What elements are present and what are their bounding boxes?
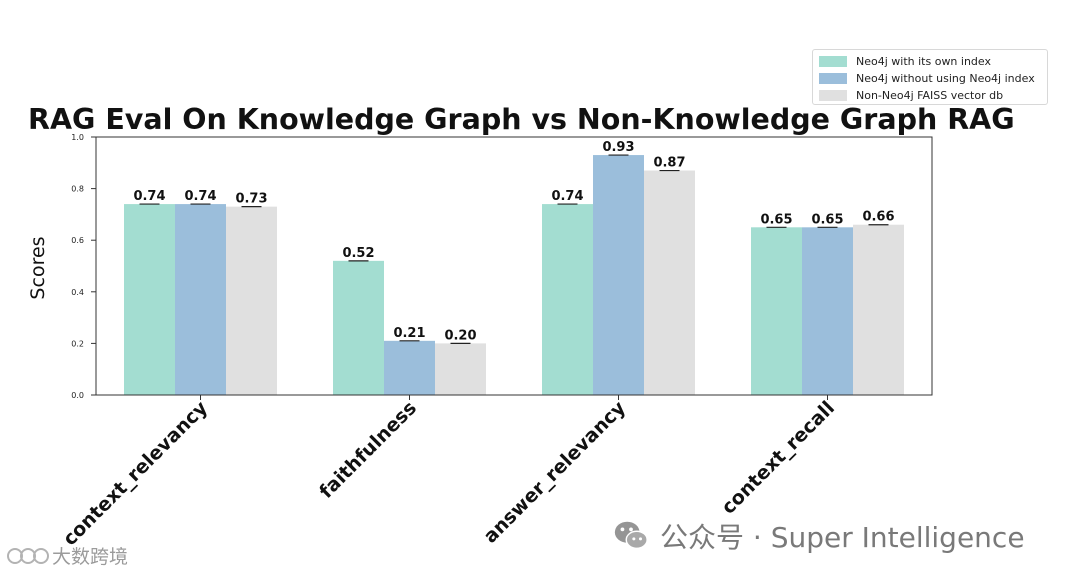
y-axis-label: Scores xyxy=(27,236,49,300)
bar xyxy=(384,340,435,395)
legend-entry: Non-Neo4j FAISS vector db xyxy=(819,88,1003,102)
y-tick-label: 0.6 xyxy=(71,236,84,245)
data-label: 0.74 xyxy=(133,189,165,204)
wechat-icon xyxy=(614,521,648,550)
watermark: 公众号 · Super Intelligence xyxy=(612,516,1025,556)
legend-label: Non-Neo4j FAISS vector db xyxy=(856,88,1004,102)
legend-entry: Neo4j without using Neo4j index xyxy=(819,71,1035,85)
watermark-text: 公众号 · Super Intelligence xyxy=(660,521,1025,554)
legend: Neo4j with its own index Neo4j without u… xyxy=(812,49,1048,105)
y-tick-label: 0.0 xyxy=(71,391,84,400)
data-label: 0.20 xyxy=(444,328,476,343)
watermark-secondary-text: 大数跨境 xyxy=(52,546,129,568)
x-tick-label: context_recall xyxy=(717,397,839,519)
y-tick-label: 1.0 xyxy=(71,133,84,142)
bar xyxy=(175,204,226,395)
data-label: 0.52 xyxy=(342,246,374,261)
data-label: 0.73 xyxy=(235,192,267,207)
x-tick-label: context_relevancy xyxy=(59,397,213,551)
legend-label: Neo4j with its own index xyxy=(856,54,991,68)
watermark-logo xyxy=(7,547,49,564)
bar xyxy=(435,343,486,395)
data-label: 0.65 xyxy=(760,212,792,227)
data-label: 0.66 xyxy=(862,210,894,225)
plot-frame xyxy=(95,136,933,396)
data-label: 0.74 xyxy=(184,189,216,204)
legend-swatch xyxy=(819,89,847,101)
chart-title: RAG Eval On Knowledge Graph vs Non-Knowl… xyxy=(28,103,1015,136)
data-label: 0.21 xyxy=(393,326,425,341)
y-tick-label: 0.2 xyxy=(71,339,84,348)
data-label: 0.87 xyxy=(653,156,685,171)
legend-swatch xyxy=(819,72,847,84)
bar xyxy=(226,206,277,395)
data-label: 0.65 xyxy=(811,212,843,227)
watermark-secondary: 大数跨境 xyxy=(6,542,128,569)
bar xyxy=(542,204,593,395)
bar xyxy=(644,170,695,395)
bar xyxy=(751,227,802,395)
legend-entry: Neo4j with its own index xyxy=(819,54,991,68)
x-tick-label: faithfulness xyxy=(315,397,421,503)
bar xyxy=(124,204,175,395)
bar xyxy=(853,224,904,395)
bar xyxy=(802,227,853,395)
legend-swatch xyxy=(819,55,847,67)
data-label: 0.93 xyxy=(602,140,634,155)
legend-label: Neo4j without using Neo4j index xyxy=(856,71,1035,85)
bar xyxy=(593,155,644,395)
y-tick-label: 0.8 xyxy=(71,185,84,194)
y-tick-label: 0.4 xyxy=(71,288,84,297)
data-label: 0.74 xyxy=(551,189,583,204)
bar xyxy=(333,260,384,395)
x-tick-label: answer_relevancy xyxy=(479,397,630,548)
